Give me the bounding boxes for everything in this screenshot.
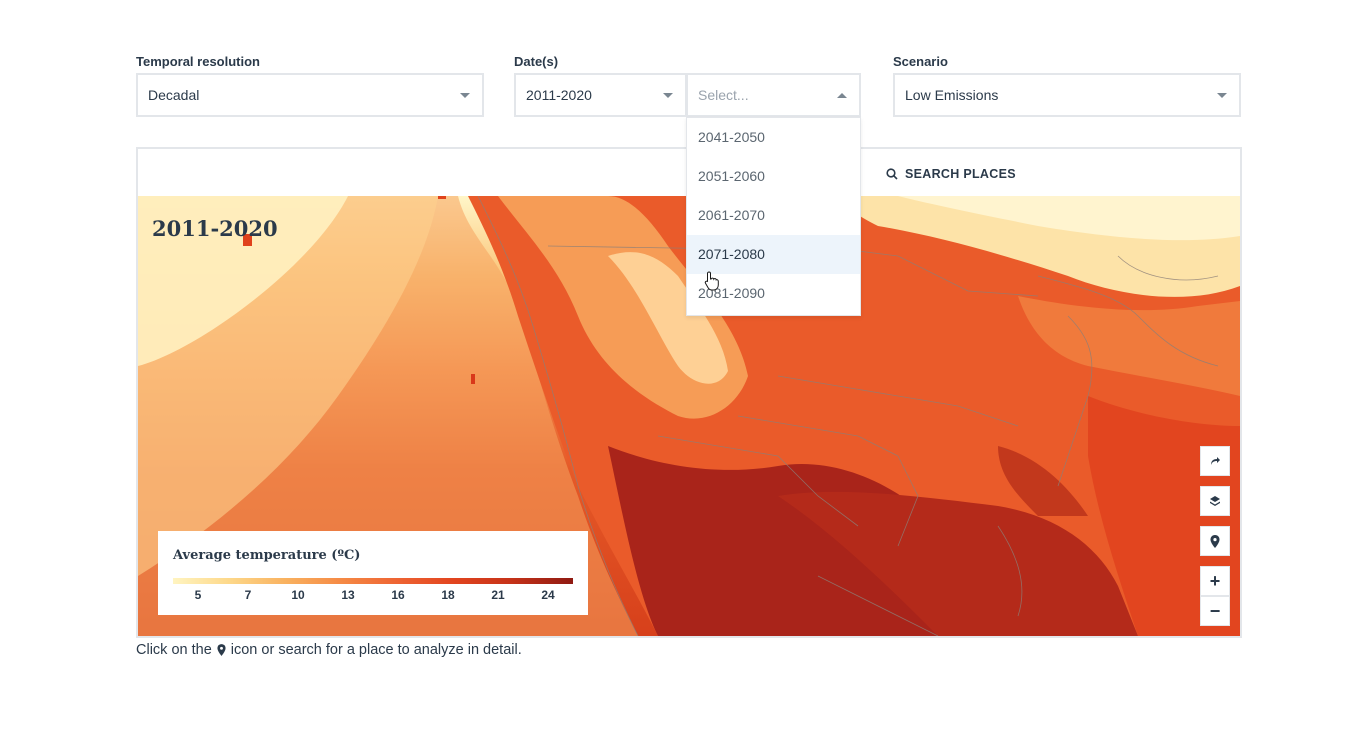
layers-button[interactable]	[1200, 486, 1230, 516]
hand-cursor-icon	[704, 271, 719, 291]
chevron-down-icon	[460, 93, 470, 98]
legend-tick: 18	[441, 588, 455, 602]
plus-icon: +	[1209, 570, 1221, 591]
search-places-button[interactable]: SEARCH PLACES	[886, 167, 1016, 181]
search-places-label: SEARCH PLACES	[905, 167, 1016, 181]
chevron-down-icon	[1217, 93, 1227, 98]
chevron-down-icon	[663, 93, 673, 98]
pin-button[interactable]	[1200, 526, 1230, 556]
scenario-value: Low Emissions	[905, 87, 999, 103]
map-graphic	[138, 196, 1240, 636]
dropdown-option-hovered[interactable]: 2071-2080	[687, 235, 860, 274]
help-text: Click on the icon or search for a place …	[136, 642, 522, 658]
dropdown-option[interactable]: 2061-2070	[698, 207, 765, 223]
legend-tick: 24	[541, 588, 555, 602]
legend-ticks: 5 7 10 13 16 18 21 24	[173, 588, 573, 604]
end-date-placeholder: Select...	[698, 87, 749, 103]
temporal-resolution-value: Decadal	[148, 87, 200, 103]
dropdown-option[interactable]: 2051-2060	[698, 168, 765, 184]
end-date-select[interactable]: Select...	[686, 73, 861, 117]
pin-icon	[217, 644, 226, 656]
help-text-before: Click on the	[136, 642, 212, 658]
legend-title: Average temperature (ºC)	[173, 548, 361, 563]
minus-icon: −	[1209, 600, 1221, 621]
help-text-after: icon or search for a place to analyze in…	[230, 642, 522, 658]
temporal-resolution-label: Temporal resolution	[136, 54, 260, 69]
legend-tick: 5	[194, 588, 202, 602]
share-button[interactable]	[1200, 446, 1230, 476]
scenario-label: Scenario	[893, 54, 948, 69]
scenario-select[interactable]: Low Emissions	[893, 73, 1241, 117]
zoom-in-button[interactable]: +	[1200, 566, 1230, 596]
legend-tick: 13	[341, 588, 355, 602]
start-date-select[interactable]: 2011-2020	[514, 73, 687, 117]
legend-tick: 10	[291, 588, 305, 602]
legend-color-bar	[173, 578, 573, 584]
legend-tick: 7	[244, 588, 252, 602]
pin-icon	[1210, 534, 1220, 548]
temperature-map[interactable]	[138, 196, 1240, 636]
share-icon	[1211, 457, 1220, 465]
legend-tick: 16	[391, 588, 405, 602]
dates-label: Date(s)	[514, 54, 559, 69]
layers-icon	[1210, 496, 1220, 506]
dropdown-option[interactable]: 2041-2050	[698, 129, 765, 145]
map-period-title: 2011-2020	[152, 216, 278, 241]
zoom-out-button[interactable]: −	[1200, 596, 1230, 626]
legend-tick: 21	[491, 588, 505, 602]
map-legend: Average temperature (ºC) 5 7 10 13 16 18…	[158, 531, 588, 615]
temporal-resolution-select[interactable]: Decadal	[136, 73, 484, 117]
search-icon	[886, 168, 898, 180]
chevron-up-icon	[837, 93, 847, 98]
start-date-value: 2011-2020	[526, 87, 592, 103]
